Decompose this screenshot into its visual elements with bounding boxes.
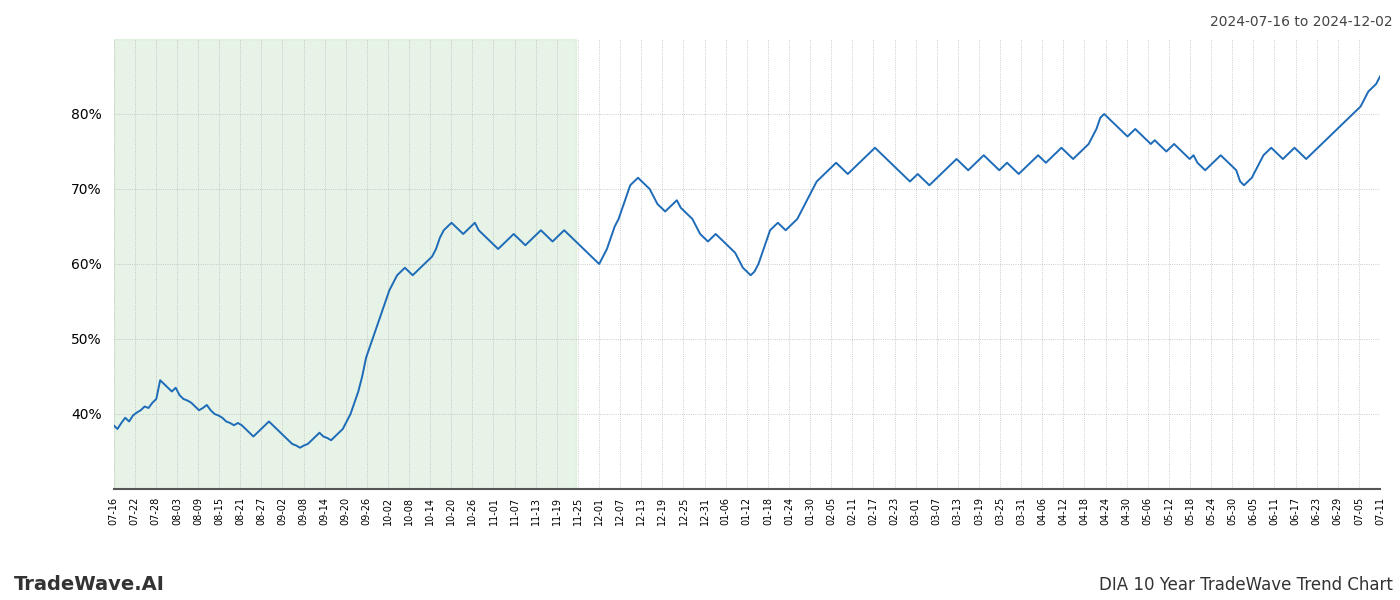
Bar bbox=[113, 39, 575, 489]
Text: 2024-07-16 to 2024-12-02: 2024-07-16 to 2024-12-02 bbox=[1211, 15, 1393, 29]
Text: TradeWave.AI: TradeWave.AI bbox=[14, 575, 165, 594]
Text: DIA 10 Year TradeWave Trend Chart: DIA 10 Year TradeWave Trend Chart bbox=[1099, 576, 1393, 594]
